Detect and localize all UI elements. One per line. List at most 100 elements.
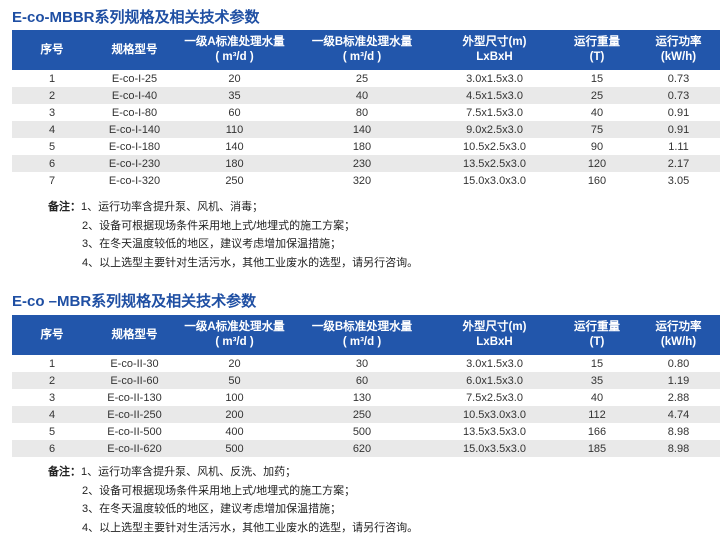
table-cell: 3.0x1.5x3.0 — [466, 357, 523, 370]
header-label: 一级B标准处理水量 — [311, 36, 413, 48]
table-cell: 30 — [355, 357, 369, 370]
header-label: 序号 — [40, 328, 64, 341]
table-cell: 50 — [177, 372, 292, 389]
table-cell: 110 — [177, 121, 292, 138]
table-cell: 230 — [292, 155, 432, 172]
table-cell: 400 — [225, 425, 244, 438]
table-cell: 250 — [225, 174, 244, 187]
table-cell: 620 — [292, 440, 432, 457]
table-cell: E-co-II-620 — [92, 440, 177, 457]
table-cell: 20 — [228, 72, 241, 85]
table-cell: 4 — [12, 121, 92, 138]
note-item: 4、以上选型主要针对生活污水，其他工业废水的选型，请另行咨询。 — [48, 519, 418, 538]
table-cell: 130 — [352, 391, 372, 404]
table-cell: 3 — [48, 391, 56, 404]
table-row: 1 E-co-I-25 20 25 3.0x1.5x3.0 15 0.73 — [12, 70, 720, 87]
table-cell: 500 — [177, 440, 292, 457]
table-cell: 7.5x2.5x3.0 — [466, 391, 523, 404]
table-cell: 40 — [590, 391, 604, 404]
note-text: 4、以上选型主要针对生活污水，其他工业废水的选型，请另行咨询。 — [82, 521, 419, 534]
table-row: 4 E-co-I-140 110 140 9.0x2.5x3.0 75 0.91 — [12, 121, 720, 138]
table-row: 2 E-co-I-40 35 40 4.5x1.5x3.0 25 0.73 — [12, 87, 720, 104]
table-cell: 1 — [48, 72, 56, 85]
column-header: 序号 — [12, 315, 92, 355]
table-row: 2 E-co-II-60 50 60 6.0x1.5x3.0 35 1.19 — [12, 372, 720, 389]
table-cell: 13.5x2.5x3.0 — [432, 155, 557, 172]
header-unit: ( m³/d ) — [342, 336, 382, 348]
table-row: 4 E-co-II-250 200 250 10.5x3.0x3.0 112 4.74 — [12, 406, 720, 423]
header-label: 一级A标准处理水量 — [184, 321, 285, 333]
table-cell: 8.98 — [667, 425, 690, 438]
table-cell: E-co-I-25 — [111, 72, 158, 85]
table-cell: 6 — [12, 155, 92, 172]
table-cell: 80 — [355, 106, 369, 119]
table-cell: 2.17 — [637, 155, 720, 172]
header-label: 一级A标准处理水量 — [184, 36, 285, 48]
table-cell: 320 — [352, 174, 372, 187]
table-cell: 185 — [557, 440, 637, 457]
note-item: 2、设备可根据现场条件采用地上式/地埋式的施工方案； — [48, 217, 418, 236]
header-label: 外型尺寸(m) — [462, 321, 527, 333]
column-header: 一级A标准处理水量 ( m³/d ) — [177, 315, 292, 355]
column-header: 运行功率 (kW/h) — [637, 30, 720, 70]
notes-label: 备注： — [48, 466, 81, 478]
table-cell: 1.11 — [668, 140, 689, 153]
table-cell: 10.5x3.0x3.0 — [432, 406, 557, 423]
table-cell: 5 — [48, 140, 56, 153]
table-cell: 4.74 — [637, 406, 720, 423]
note-item: 2、设备可根据现场条件采用地上式/地埋式的施工方案； — [48, 482, 418, 501]
note-item: 备注：1、运行功率含提升泵、风机、消毒； — [48, 198, 418, 217]
table-cell: 13.5x3.5x3.0 — [463, 425, 526, 438]
column-header: 序号 — [12, 30, 92, 70]
notes-label: 备注： — [48, 201, 81, 213]
header-unit: ( m³/d ) — [215, 336, 254, 348]
header-unit: (kW/h) — [660, 336, 697, 348]
table-cell: 3.05 — [667, 174, 690, 187]
table-cell: 166 — [587, 425, 607, 438]
header-label: 外型尺寸(m) — [462, 36, 527, 48]
header-unit: LxBxH — [476, 336, 513, 348]
table-cell: 7 — [48, 174, 56, 187]
table-cell: 60 — [292, 372, 432, 389]
table-cell: 112 — [557, 406, 637, 423]
table-cell: 500 — [352, 425, 372, 438]
header-label: 规格型号 — [111, 43, 158, 56]
table-cell: 20 — [228, 357, 241, 370]
table-cell: 1 — [48, 357, 56, 370]
section-title: E-co-MBBR系列规格及相关技术参数 — [12, 9, 260, 26]
column-header: 一级A标准处理水量 ( m³/d ) — [177, 30, 292, 70]
table-cell: 60 — [228, 106, 241, 119]
table-cell: 120 — [557, 155, 637, 172]
note-text: 3、在冬天温度较低的地区，建议考虑增加保温措施； — [82, 503, 342, 515]
note-text: 1、运行功率含提升泵、风机、反洗、加药； — [81, 466, 297, 478]
table-cell: 2 — [12, 87, 92, 104]
table-cell: 1.19 — [637, 372, 720, 389]
table-cell: 200 — [177, 406, 292, 423]
table-cell: E-co-II-130 — [107, 391, 162, 404]
table-header: 序号 规格型号 一级A标准处理水量 ( m³/d ) 一级B标准处理水量 ( m³/d )… — [12, 315, 720, 355]
table-cell: 160 — [587, 174, 607, 187]
table-row: 6 E-co-I-230 180 230 13.5x2.5x3.0 120 2.17 — [12, 155, 720, 172]
table-cell: E-co-II-60 — [92, 372, 177, 389]
note-text: 2、设备可根据现场条件采用地上式/地埋式的施工方案； — [82, 219, 356, 232]
table-cell: 6.0x1.5x3.0 — [432, 372, 557, 389]
table-cell: 180 — [177, 155, 292, 172]
table-cell: E-co-I-80 — [111, 106, 158, 119]
table-row: 7 E-co-I-320 250 320 15.0x3.0x3.0 160 3.05 — [12, 172, 720, 189]
table-cell: 100 — [225, 391, 244, 404]
table-cell: 9.0x2.5x3.0 — [432, 121, 557, 138]
table-row: 3 E-co-I-80 60 80 7.5x1.5x3.0 40 0.91 — [12, 104, 720, 121]
table-cell: E-co-I-230 — [92, 155, 177, 172]
table-cell: 5 — [48, 425, 56, 438]
column-header: 运行重量 (T) — [557, 30, 637, 70]
note-text: 3、在冬天温度较低的地区，建议考虑增加保温措施； — [82, 238, 342, 250]
header-label: 一级B标准处理水量 — [311, 321, 413, 333]
section-title: E-co –MBR系列规格及相关技术参数 — [12, 293, 257, 310]
notes: 备注：1、运行功率含提升泵、风机、消毒； 2、设备可根据现场条件采用地上式/地埋式… — [48, 198, 418, 272]
table-cell: E-co-I-180 — [108, 140, 161, 153]
table-cell: 6 — [12, 440, 92, 457]
header-unit: LxBxH — [476, 51, 513, 63]
table-cell: 15.0x3.0x3.0 — [463, 174, 526, 187]
table-cell: 2 — [12, 372, 92, 389]
table-cell: E-co-I-320 — [108, 174, 161, 187]
